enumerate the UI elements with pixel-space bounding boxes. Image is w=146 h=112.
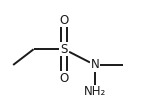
Text: S: S (61, 43, 68, 56)
Text: O: O (60, 14, 69, 27)
Text: NH₂: NH₂ (84, 85, 106, 98)
Text: N: N (91, 58, 99, 71)
Text: O: O (60, 72, 69, 85)
